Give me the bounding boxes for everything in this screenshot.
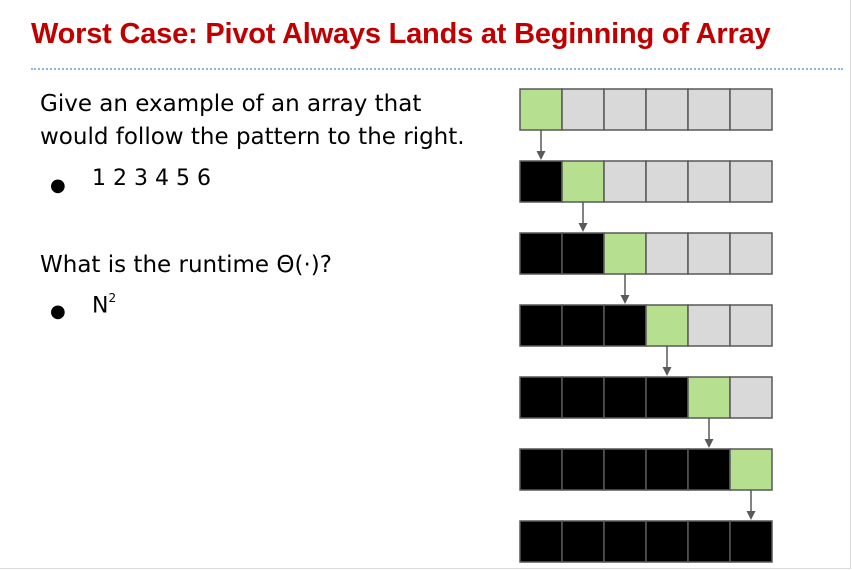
pivot-cell — [729, 448, 773, 491]
unsorted-cell — [561, 88, 605, 131]
sorted-cell — [561, 232, 605, 275]
question-line-1: Give an example of an array that — [40, 91, 422, 117]
bullet-icon: ● — [50, 175, 66, 196]
question-line-2: would follow the pattern to the right. — [40, 124, 465, 150]
pivot-cell — [561, 160, 605, 203]
unsorted-cell — [687, 160, 731, 203]
sorted-cell — [645, 376, 689, 419]
arrow-down-icon — [536, 130, 546, 160]
sorted-cell — [687, 448, 731, 491]
arrow-down-icon — [620, 274, 630, 304]
sorted-cell — [561, 448, 605, 491]
pivot-cell — [645, 304, 689, 347]
array-row — [519, 304, 773, 347]
unsorted-cell — [729, 88, 773, 131]
pivot-cell — [519, 88, 563, 131]
arrow-down-icon — [578, 202, 588, 232]
unsorted-cell — [687, 304, 731, 347]
sorted-cell — [645, 448, 689, 491]
question-runtime: What is the runtime Θ(·)? — [40, 252, 332, 278]
sorted-cell — [519, 520, 563, 563]
bullet-icon: ● — [50, 301, 66, 322]
pivot-cell — [687, 376, 731, 419]
sorted-cell — [519, 376, 563, 419]
unsorted-cell — [687, 88, 731, 131]
array-row — [519, 160, 773, 203]
array-row — [519, 376, 773, 419]
array-row — [519, 448, 773, 491]
sorted-cell — [645, 520, 689, 563]
unsorted-cell — [645, 88, 689, 131]
question-example-array: Give an example of an array that would f… — [40, 88, 465, 154]
array-row — [519, 232, 773, 275]
array-row — [519, 520, 773, 563]
unsorted-cell — [729, 376, 773, 419]
unsorted-cell — [687, 232, 731, 275]
unsorted-cell — [729, 232, 773, 275]
unsorted-cell — [729, 160, 773, 203]
sorted-cell — [561, 304, 605, 347]
pivot-cell — [603, 232, 647, 275]
unsorted-cell — [603, 88, 647, 131]
sorted-cell — [603, 304, 647, 347]
sorted-cell — [729, 520, 773, 563]
arrow-down-icon — [662, 346, 672, 376]
unsorted-cell — [729, 304, 773, 347]
slide-title: Worst Case: Pivot Always Lands at Beginn… — [31, 18, 771, 50]
answer-example-array: 1 2 3 4 5 6 — [92, 166, 211, 191]
sorted-cell — [687, 520, 731, 563]
sorted-cell — [519, 160, 563, 203]
runtime-exponent: 2 — [108, 291, 117, 305]
sorted-cell — [519, 232, 563, 275]
runtime-base: N — [92, 293, 109, 319]
sorted-cell — [519, 448, 563, 491]
unsorted-cell — [645, 160, 689, 203]
sorted-cell — [603, 448, 647, 491]
answer-runtime: N2 — [92, 291, 117, 319]
title-divider — [31, 68, 843, 70]
sorted-cell — [603, 520, 647, 563]
sorted-cell — [603, 376, 647, 419]
sorted-cell — [561, 520, 605, 563]
unsorted-cell — [645, 232, 689, 275]
arrow-down-icon — [746, 490, 756, 520]
unsorted-cell — [603, 160, 647, 203]
sorted-cell — [561, 376, 605, 419]
sorted-cell — [519, 304, 563, 347]
array-row — [519, 88, 773, 131]
arrow-down-icon — [704, 418, 714, 448]
